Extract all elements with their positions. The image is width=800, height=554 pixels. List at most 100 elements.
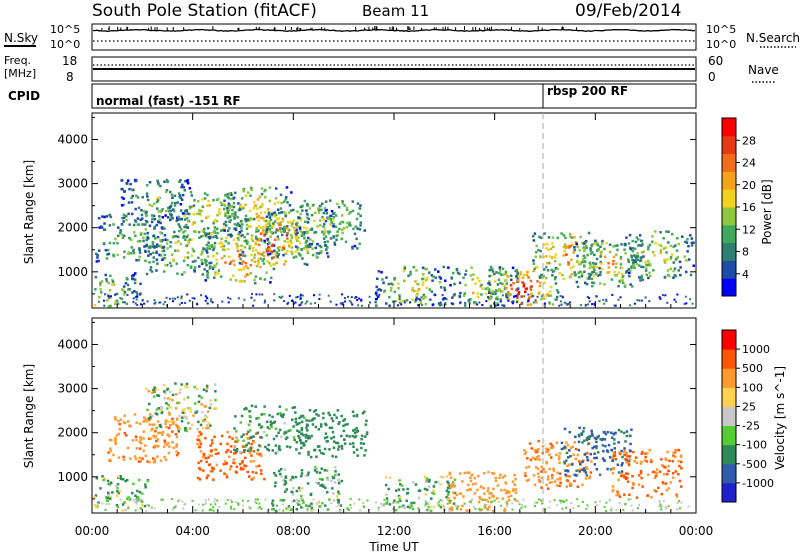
power-cell <box>107 252 111 256</box>
power-cell <box>206 247 209 250</box>
power-cell <box>397 287 400 290</box>
vel-cell <box>633 459 636 463</box>
power-cell <box>463 292 466 295</box>
power-cell <box>532 269 535 273</box>
vel-cell <box>149 413 152 416</box>
vel-cell <box>170 420 173 423</box>
power-heatmap-cells <box>93 178 695 308</box>
power-cell <box>122 203 125 207</box>
power-cell <box>283 225 286 229</box>
power-cell <box>213 218 217 222</box>
power-cell <box>476 292 480 295</box>
power-cell <box>411 288 414 292</box>
vel-cell <box>337 445 341 448</box>
power-cell <box>307 236 310 240</box>
power-cell <box>273 214 276 217</box>
power-cell <box>586 277 589 280</box>
vel-cell <box>241 461 244 464</box>
vel-ground-cell <box>132 499 135 502</box>
power-cell <box>105 257 109 260</box>
vel-cell <box>197 434 200 438</box>
power-cell <box>290 224 294 227</box>
power-cell <box>151 242 155 246</box>
power-ground-cell <box>237 297 240 300</box>
power-cell <box>223 207 226 211</box>
power-cell <box>295 237 298 240</box>
vel-ground-cell <box>423 504 426 507</box>
power-cell <box>481 287 484 290</box>
power-cell <box>273 202 277 206</box>
vel-ground-cell <box>237 502 240 505</box>
vel-ground-cell <box>171 508 174 511</box>
vel-ground-cell <box>260 508 263 510</box>
vel-cell <box>134 435 138 438</box>
vel-ground-cell <box>481 498 484 501</box>
power-cell <box>291 252 294 256</box>
power-cell <box>232 238 236 241</box>
power-cell <box>237 208 241 212</box>
power-ground-cell <box>132 301 135 303</box>
power-cell <box>230 193 233 196</box>
power-cell <box>434 268 437 271</box>
power-cell <box>538 284 542 288</box>
vel-cell <box>260 454 263 458</box>
power-cell <box>562 245 566 249</box>
vel-cell <box>199 468 202 471</box>
power-cell <box>176 218 179 221</box>
power-cell <box>121 236 125 239</box>
vel-cell <box>417 489 421 493</box>
power-cell <box>627 268 630 271</box>
vel-cell <box>117 432 121 436</box>
power-cell <box>154 237 157 240</box>
vel-ground-cell <box>604 509 607 512</box>
vel-cell <box>271 499 275 502</box>
power-cell <box>554 259 557 263</box>
power-cell <box>122 256 126 259</box>
power-cell <box>264 196 267 199</box>
power-cell <box>282 253 285 257</box>
vel-cell <box>220 434 224 438</box>
vel-cell <box>268 427 271 430</box>
vel-cell <box>233 448 236 452</box>
vel-ground-cell <box>107 503 110 506</box>
power-cell <box>265 250 269 253</box>
vel-cell <box>551 474 554 477</box>
power-cell <box>105 278 108 281</box>
power-cell <box>286 227 290 231</box>
power-ground-cell <box>501 294 504 297</box>
vel-cell <box>588 476 591 480</box>
power-cell <box>647 259 650 263</box>
power-cell <box>548 290 552 293</box>
vel-cell <box>583 439 586 442</box>
vel-cell <box>616 463 620 466</box>
vel-cell <box>453 484 457 488</box>
power-cell <box>190 194 194 197</box>
power-cell <box>498 272 501 275</box>
power-cell <box>469 274 472 277</box>
vel-cell <box>384 483 388 487</box>
power-ground-cell <box>178 303 181 306</box>
power-cell <box>226 209 229 213</box>
vel-cell <box>551 444 554 447</box>
vel-cell <box>159 431 162 435</box>
vel-cell <box>155 388 159 391</box>
vel-cell <box>624 477 628 480</box>
velocity-colorbar-swatch <box>722 349 736 369</box>
vel-cell <box>336 441 340 445</box>
vel-ground-cell <box>469 500 472 503</box>
power-cell <box>100 226 104 229</box>
power-ground-cell <box>586 295 589 298</box>
vel-cell <box>168 398 172 401</box>
power-cell <box>253 278 256 282</box>
power-cell <box>615 253 618 256</box>
power-cell <box>99 288 102 291</box>
power-ground-cell <box>478 301 481 304</box>
power-cell <box>164 190 168 194</box>
power-cell <box>289 240 293 243</box>
vel-cell <box>156 394 159 397</box>
vel-ground-cell <box>289 509 292 512</box>
power-ground-cell <box>593 302 596 305</box>
power-cell <box>226 229 230 233</box>
vel-cell <box>283 422 286 425</box>
power-cell <box>106 248 110 252</box>
